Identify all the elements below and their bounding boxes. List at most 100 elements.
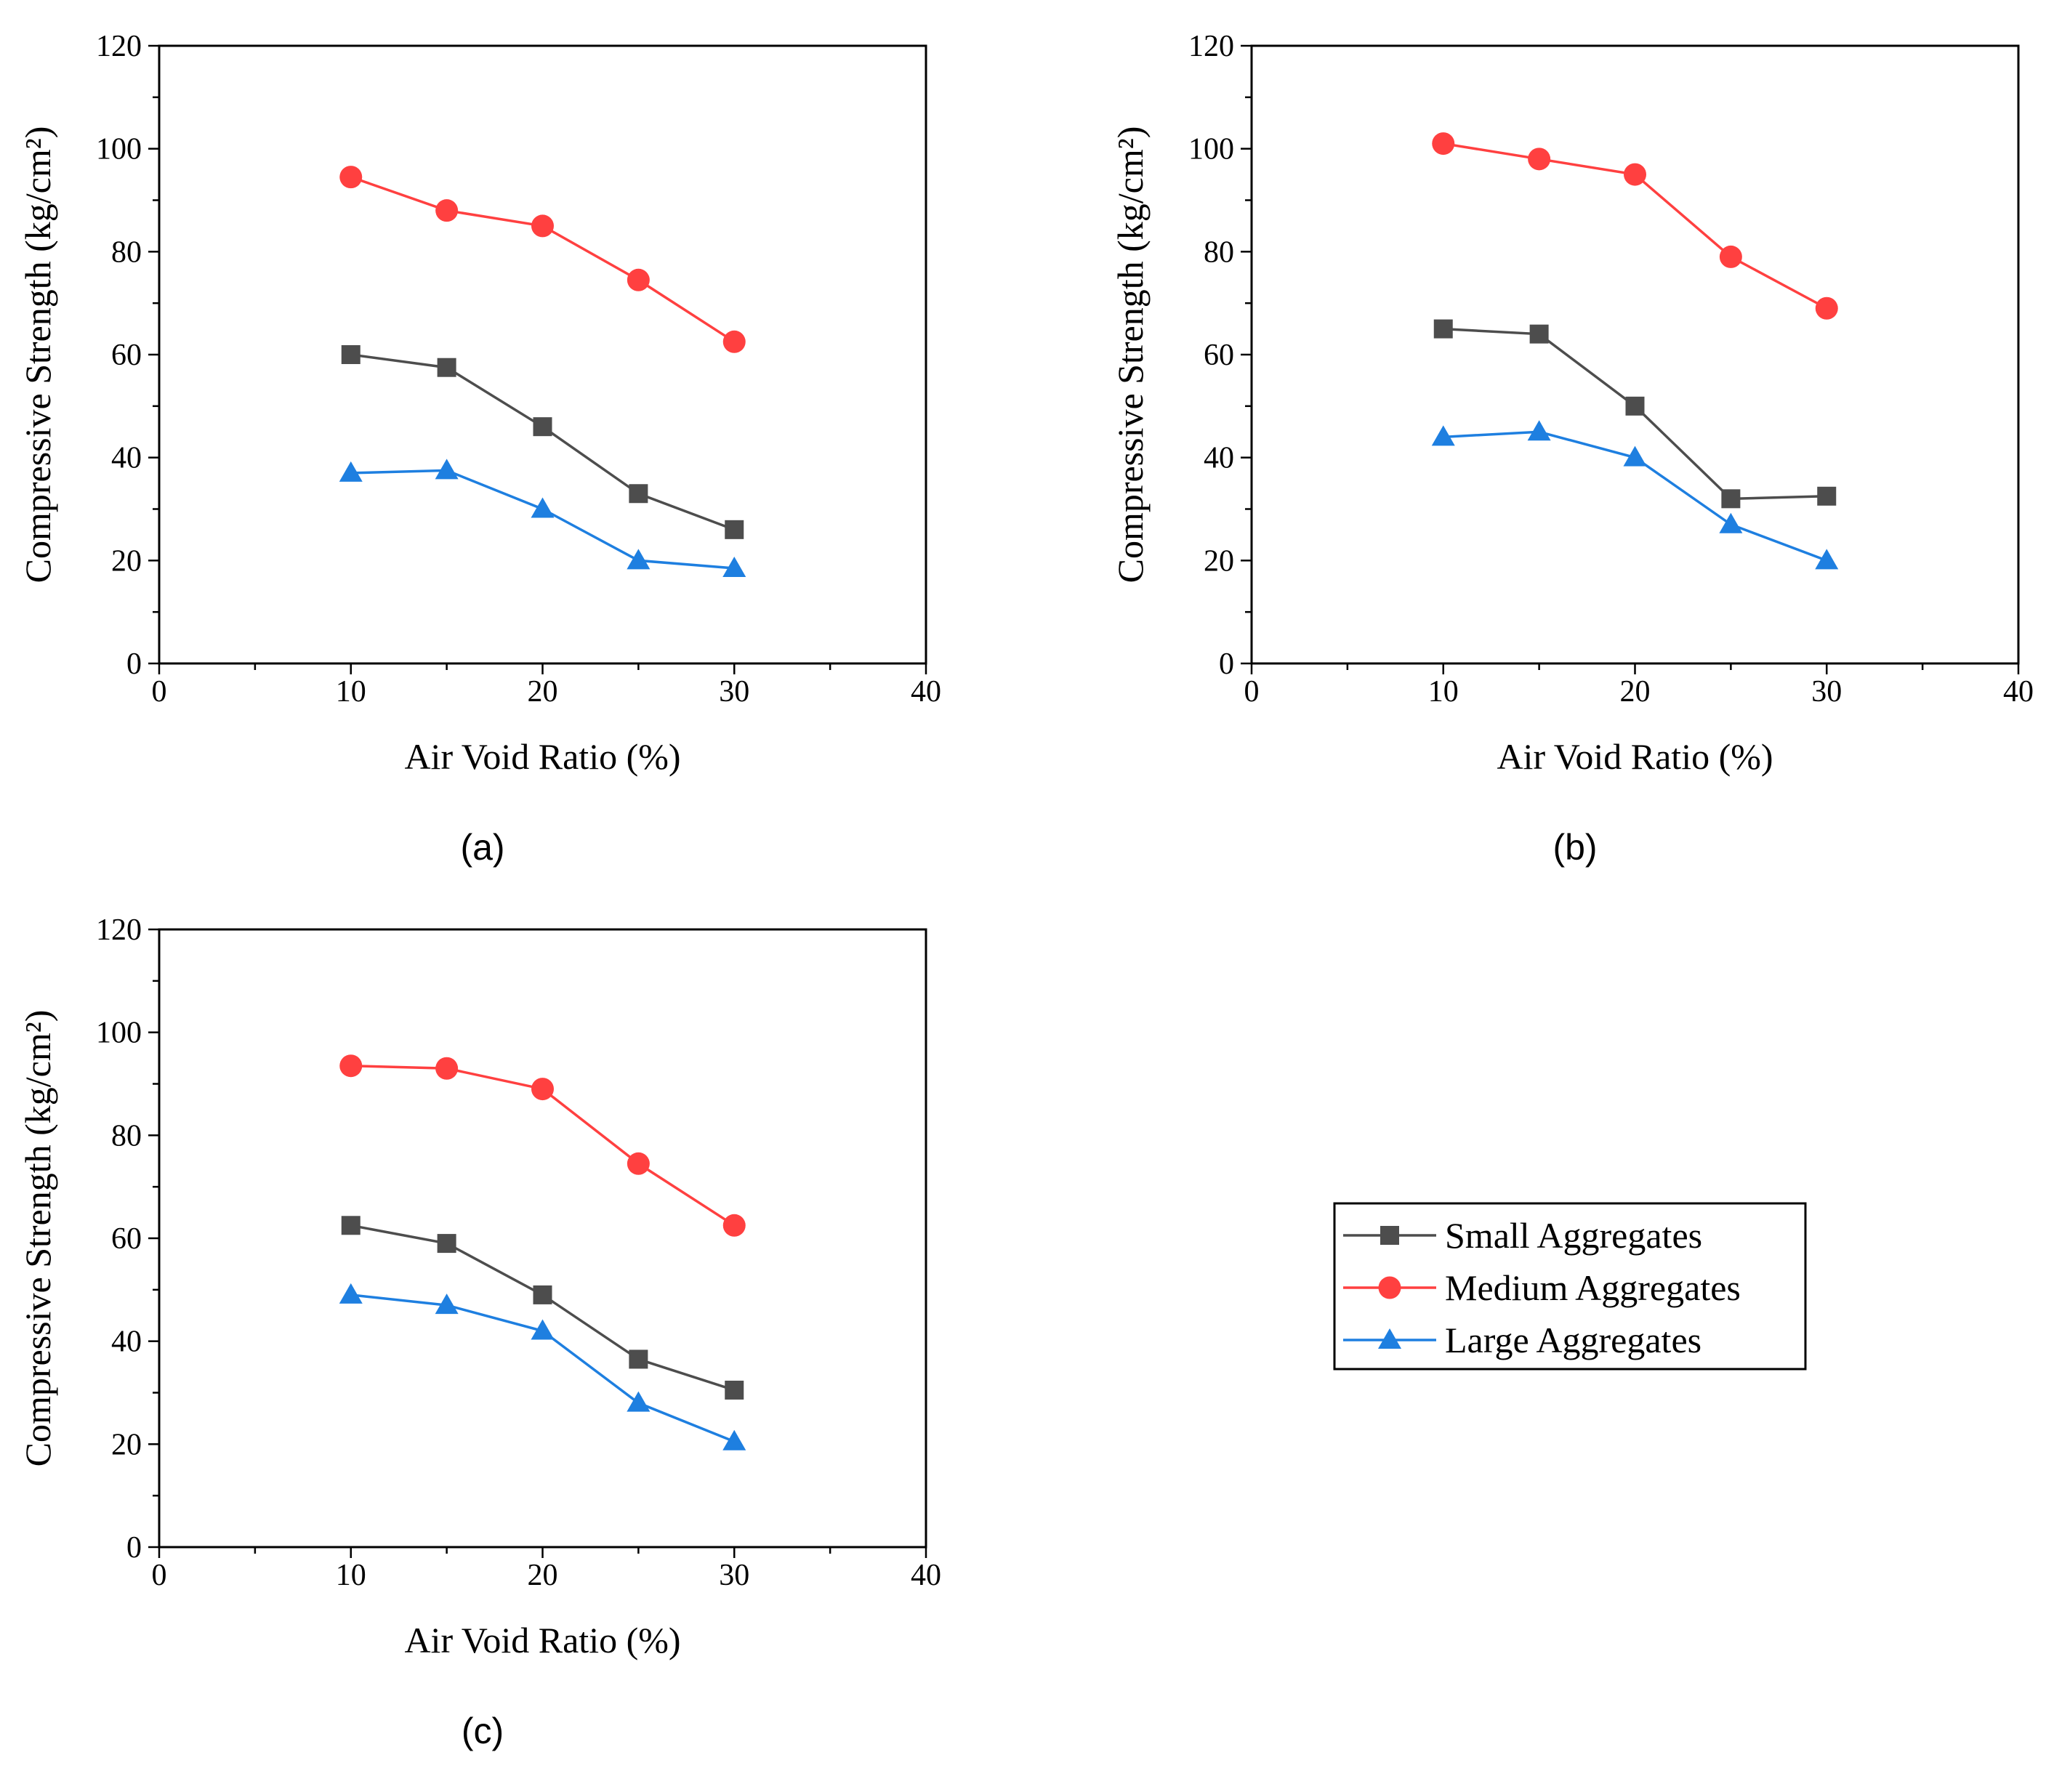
data-point-medium-aggregates: [1432, 132, 1455, 156]
y-tick-label: 120: [96, 30, 142, 63]
data-point-small-aggregates: [1721, 489, 1741, 509]
x-tick-label: 0: [152, 1559, 167, 1592]
data-point-large-aggregates: [722, 556, 746, 577]
legend-label: Small Aggregates: [1445, 1215, 1702, 1256]
x-tick-label: 10: [336, 675, 366, 709]
series-small-aggregates: [1433, 319, 1837, 509]
y-tick-label: 40: [1204, 442, 1234, 475]
data-point-medium-aggregates: [339, 166, 363, 189]
data-point-medium-aggregates: [339, 1054, 363, 1078]
data-point-small-aggregates: [533, 417, 552, 437]
chart-panel-c: 0 10 20 30 40 0 20 40 60 80 100 120 Air Void Ratio (…: [17, 913, 941, 1751]
data-point-medium-aggregates: [627, 1152, 650, 1175]
series-medium-aggregates: [339, 1054, 746, 1237]
y-tick-label: 120: [1188, 30, 1234, 63]
chart-panel-b: 0 10 20 30 40 0 20 40 60 80 100 120 Air Void Ratio (…: [1110, 30, 2034, 868]
data-point-small-aggregates: [1433, 319, 1453, 339]
data-point-large-aggregates: [722, 1429, 746, 1450]
data-point-small-aggregates: [629, 1349, 648, 1369]
data-point-medium-aggregates: [722, 1214, 746, 1237]
data-point-small-aggregates: [437, 1234, 456, 1254]
data-point-small-aggregates: [629, 484, 648, 504]
data-point-medium-aggregates: [1528, 148, 1551, 171]
chart-panel-a: 0 10 20 30 40 0 20 40 60 80 100 120 Air Void Ratio (…: [17, 30, 941, 868]
data-point-medium-aggregates: [627, 268, 650, 291]
x-tick-label: 40: [911, 675, 941, 709]
y-tick-label: 80: [111, 1119, 142, 1153]
data-point-large-aggregates: [1431, 425, 1455, 446]
legend-box: [1333, 1202, 1807, 1371]
y-tick-label: 80: [111, 235, 142, 269]
x-tick-label: 10: [1428, 675, 1459, 709]
legend-marker-triangle-icon: [1378, 1328, 1401, 1349]
series-medium-aggregates: [339, 166, 746, 353]
panel-label: (a): [460, 827, 504, 868]
x-tick-label: 10: [336, 1559, 366, 1592]
y-tick-label: 120: [96, 913, 142, 947]
y-tick-label: 80: [1204, 235, 1234, 269]
panel-label: (c): [462, 1711, 504, 1751]
y-tick-label: 20: [111, 1428, 142, 1461]
y-tick-label: 0: [126, 647, 142, 681]
series-small-aggregates: [341, 1216, 744, 1400]
data-point-small-aggregates: [437, 358, 456, 377]
y-tick-label: 40: [111, 1325, 142, 1359]
x-tick-label: 40: [911, 1559, 941, 1592]
data-point-small-aggregates: [341, 1216, 361, 1235]
data-point-medium-aggregates: [435, 199, 459, 222]
x-tick-label: 0: [152, 675, 167, 709]
x-tick-label: 20: [528, 1559, 558, 1592]
data-point-large-aggregates: [1719, 512, 1743, 533]
x-tick-label: 30: [719, 1559, 749, 1592]
data-point-large-aggregates: [435, 1293, 459, 1315]
data-point-large-aggregates: [531, 1319, 555, 1340]
y-tick-label: 60: [111, 1222, 142, 1256]
x-tick-label: 20: [528, 675, 558, 709]
data-point-small-aggregates: [725, 520, 744, 539]
data-point-large-aggregates: [1623, 445, 1647, 467]
series-large-aggregates: [339, 1283, 746, 1450]
data-point-medium-aggregates: [435, 1057, 459, 1080]
x-tick-label: 30: [1811, 675, 1842, 709]
panel-label: (b): [1552, 827, 1597, 868]
series-small-aggregates: [341, 345, 744, 539]
data-point-medium-aggregates: [722, 330, 746, 353]
legend-entry-small-aggregates: Small Aggregates: [1343, 1215, 1702, 1256]
y-tick-label: 40: [111, 442, 142, 475]
series-medium-aggregates: [1432, 132, 1838, 320]
data-point-small-aggregates: [1529, 324, 1549, 344]
y-tick-label: 20: [111, 544, 142, 578]
legend-label: Medium Aggregates: [1445, 1267, 1741, 1308]
y-tick-label: 0: [126, 1531, 142, 1565]
data-point-medium-aggregates: [1624, 163, 1646, 186]
y-tick-label: 0: [1219, 647, 1234, 681]
data-point-large-aggregates: [1527, 420, 1551, 441]
data-point-medium-aggregates: [531, 1078, 554, 1101]
y-tick-label: 100: [96, 133, 142, 166]
data-point-small-aggregates: [725, 1380, 744, 1400]
x-tick-label: 40: [2003, 675, 2034, 709]
data-point-small-aggregates: [341, 345, 361, 364]
x-tick-label: 0: [1244, 675, 1260, 709]
y-axis-label: Compressive Strength (kg/cm²): [17, 1010, 58, 1467]
y-tick-label: 60: [111, 339, 142, 372]
legend-marker-circle-icon: [1378, 1276, 1401, 1299]
data-point-medium-aggregates: [1719, 245, 1742, 268]
legend-entry-large-aggregates: Large Aggregates: [1343, 1320, 1701, 1360]
x-tick-label: 20: [1620, 675, 1651, 709]
x-axis-label: Air Void Ratio (%): [1497, 736, 1773, 777]
y-tick-label: 60: [1204, 339, 1234, 372]
y-axis-label: Compressive Strength (kg/cm²): [1110, 126, 1151, 584]
series-large-aggregates: [339, 459, 746, 577]
legend-label: Large Aggregates: [1445, 1320, 1701, 1360]
data-point-large-aggregates: [1815, 549, 1839, 570]
data-point-small-aggregates: [533, 1285, 552, 1304]
x-axis-label: Air Void Ratio (%): [404, 1620, 680, 1660]
data-point-small-aggregates: [1625, 396, 1645, 416]
legend-entry-medium-aggregates: Medium Aggregates: [1343, 1267, 1741, 1308]
data-point-small-aggregates: [1817, 486, 1837, 506]
y-axis-label: Compressive Strength (kg/cm²): [17, 126, 58, 584]
y-tick-label: 100: [1188, 133, 1234, 166]
